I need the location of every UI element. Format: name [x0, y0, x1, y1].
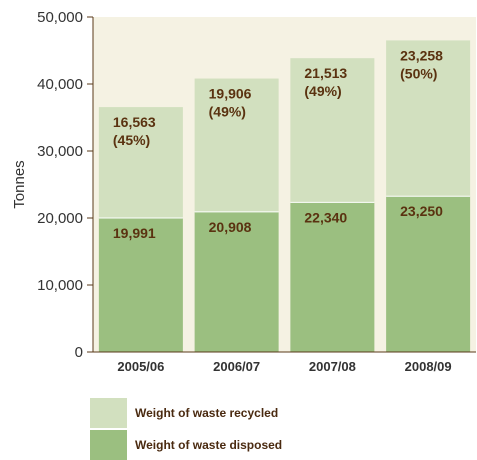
- x-tick-label: 2007/08: [309, 359, 356, 374]
- bar-disposed: [386, 196, 471, 352]
- legend-label-recycled: Weight of waste recycled: [135, 406, 279, 420]
- legend-swatch-disposed: [90, 430, 127, 460]
- y-tick-label: 50,000: [37, 9, 83, 26]
- bar-disposed: [194, 211, 279, 352]
- data-label-disposed: 20,908: [209, 219, 252, 235]
- data-label-recycled-percent: (50%): [400, 65, 437, 81]
- x-tick-label: 2008/09: [405, 359, 452, 374]
- data-label-recycled-percent: (49%): [209, 104, 246, 120]
- y-tick-label: 10,000: [37, 277, 83, 294]
- y-tick-label: 40,000: [37, 76, 83, 93]
- legend-item-recycled: Weight of waste recycled: [90, 398, 390, 428]
- y-axis-title: Tonnes: [11, 160, 28, 208]
- data-label-recycled-percent: (45%): [113, 132, 150, 148]
- legend-swatch-recycled: [90, 398, 127, 428]
- stacked-bar-chart: 0 10,000 20,000 30,000 40,000 50,000 Tonnes 19,…: [11, 9, 476, 374]
- y-tick-label: 0: [75, 344, 83, 361]
- bar-disposed: [290, 202, 375, 352]
- legend-item-disposed: Weight of waste disposed: [90, 430, 390, 460]
- data-label-recycled: 23,258: [400, 47, 443, 63]
- data-label-recycled: 16,563: [113, 114, 156, 130]
- legend-label-disposed: Weight of waste disposed: [135, 438, 283, 452]
- data-label-recycled: 21,513: [304, 65, 347, 81]
- data-label-disposed: 23,250: [400, 203, 443, 219]
- data-label-recycled: 19,906: [209, 86, 252, 102]
- data-label-disposed: 22,340: [304, 209, 347, 225]
- bar-recycled: [386, 40, 471, 197]
- x-tick-label: 2006/07: [213, 359, 260, 374]
- y-tick-label: 20,000: [37, 210, 83, 227]
- x-tick-label: 2005/06: [117, 359, 164, 374]
- data-label-recycled-percent: (49%): [304, 83, 341, 99]
- data-label-disposed: 19,991: [113, 225, 156, 241]
- y-tick-label: 30,000: [37, 143, 83, 160]
- bar-recycled: [290, 58, 375, 203]
- bar-disposed: [98, 218, 183, 352]
- bar-recycled: [98, 107, 183, 219]
- bar-recycled: [194, 78, 279, 212]
